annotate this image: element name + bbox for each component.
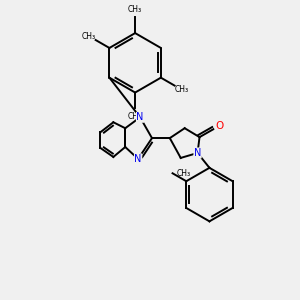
Text: CH₃: CH₃ (176, 169, 190, 178)
Text: N: N (136, 112, 144, 122)
Text: CH₃: CH₃ (128, 112, 142, 121)
Text: CH₃: CH₃ (82, 32, 96, 40)
Text: CH₃: CH₃ (174, 85, 188, 94)
Text: N: N (194, 148, 201, 158)
Text: O: O (215, 121, 224, 131)
Text: N: N (134, 154, 142, 164)
Text: CH₃: CH₃ (128, 5, 142, 14)
